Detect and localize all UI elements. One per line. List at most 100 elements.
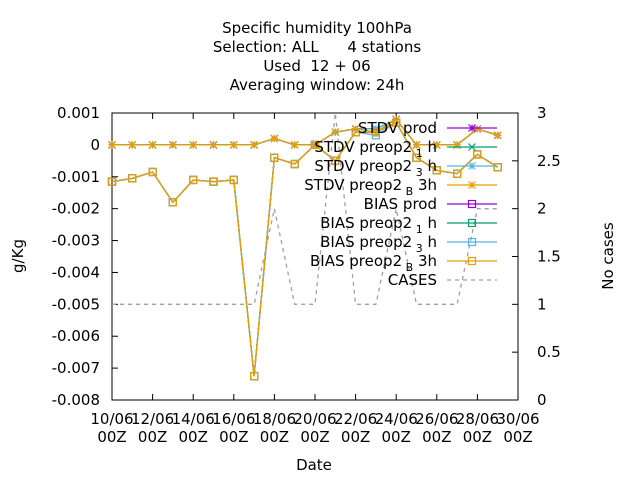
y-tick-label: 0: [90, 136, 100, 154]
legend-label: BIAS prod: [364, 195, 437, 213]
title-line-4: Averaging window: 24h: [230, 76, 405, 94]
y-tick-label: -0.003: [52, 232, 100, 250]
x-tick-label: 24/06 00Z: [375, 410, 418, 446]
legend-entry: STDV preop2 3 h: [314, 157, 497, 179]
x-tick-label: 18/06 00Z: [253, 410, 296, 446]
data-point: [270, 153, 279, 162]
y2-tick-label: 0: [537, 391, 547, 409]
data-point: [209, 177, 218, 186]
legend-entry: STDV preop2 B 3h: [304, 176, 497, 198]
series-line: [111, 121, 499, 377]
data-point: [209, 140, 218, 149]
data-point: [148, 140, 157, 149]
series-bias-preop2-1-h: [107, 118, 502, 381]
y2-tick-label: 1: [537, 295, 547, 313]
data-point: [468, 143, 476, 151]
y-tick-label: -0.004: [52, 263, 100, 281]
data-point: [189, 175, 198, 185]
legend-entry: BIAS preop2 3 h: [320, 233, 497, 255]
series-stdv-preop2-b-3h: [108, 115, 502, 149]
legend-label: STDV prod: [358, 119, 437, 137]
data-point: [229, 175, 238, 185]
legend-entry: BIAS preop2 1 h: [320, 214, 497, 236]
data-point: [290, 159, 299, 169]
data-point: [392, 118, 401, 127]
legend-label: BIAS preop2 3 h: [320, 233, 437, 255]
data-point: [351, 128, 360, 137]
data-point: [128, 140, 137, 149]
legend-entry: BIAS preop2 B 3h: [310, 252, 497, 274]
data-point: [250, 371, 259, 381]
data-point: [493, 163, 502, 172]
title-line-3: Used 12 + 06: [263, 57, 370, 75]
data-point: [331, 156, 340, 165]
data-point: [432, 140, 441, 149]
legend-label: BIAS preop2 B 3h: [310, 252, 437, 274]
title-line-2: Selection: ALL 4 stations: [213, 38, 421, 56]
series-bias-preop2-b-3h: [107, 118, 502, 381]
x-tick-label: 20/06 00Z: [293, 410, 336, 446]
x-tick-label: 28/06 00Z: [456, 410, 499, 446]
x-tick-label: 30/06 00Z: [496, 410, 539, 446]
data-point: [168, 198, 177, 207]
data-point: [493, 163, 502, 172]
x-tick-label: 26/06 00Z: [415, 410, 458, 446]
data-point: [493, 131, 502, 140]
data-point: [108, 140, 116, 149]
y-tick-label: -0.007: [52, 359, 100, 377]
legend-entry: CASES: [388, 271, 497, 289]
data-point: [453, 140, 462, 149]
data-point: [128, 174, 137, 183]
data-point: [467, 199, 477, 209]
y-tick-label: -0.006: [52, 327, 100, 345]
data-point: [432, 166, 441, 175]
data-point: [371, 128, 380, 137]
chart-title: Specific humidity 100hPa Selection: ALL …: [213, 19, 421, 94]
series-line: [111, 121, 499, 377]
data-point: [493, 163, 502, 172]
y-tick-label: -0.001: [52, 168, 100, 186]
data-point: [468, 124, 476, 132]
y2-tick-label: 0.5: [537, 343, 561, 361]
data-point: [412, 140, 421, 149]
y2-axis-label: No cases: [599, 222, 617, 290]
data-point: [468, 162, 476, 170]
series-bias-preop2-3-h: [107, 118, 502, 381]
y-tick-label: -0.002: [52, 200, 100, 218]
y2-tick-label: 2: [537, 200, 547, 218]
series-cases: [112, 112, 498, 305]
data-point: [189, 140, 198, 149]
x-tick-label: 22/06 00Z: [334, 410, 377, 446]
legend-label: STDV preop2 1 h: [314, 138, 437, 160]
y2-tick-label: 1.5: [537, 248, 561, 266]
data-point: [290, 140, 299, 149]
data-point: [310, 140, 320, 149]
legend-label: CASES: [388, 271, 437, 289]
data-point: [453, 169, 462, 178]
data-point: [250, 140, 259, 149]
x-axis-label: Date: [296, 456, 332, 474]
data-point: [467, 218, 477, 228]
data-point: [468, 181, 476, 189]
data-point: [473, 125, 482, 133]
title-line-1: Specific humidity 100hPa: [222, 19, 412, 37]
legend-label: STDV preop2 B 3h: [304, 176, 437, 198]
series-stdv-preop2-3-h: [108, 115, 502, 149]
data-point: [107, 177, 117, 186]
series-line: [111, 121, 499, 377]
data-point: [168, 140, 177, 149]
x-tick-label: 10/06 00Z: [90, 410, 133, 446]
data-point: [331, 128, 340, 137]
y-tick-label: 0.001: [57, 104, 100, 122]
series-line: [112, 112, 498, 305]
data-point: [467, 237, 477, 247]
data-point: [229, 140, 238, 149]
legend-entry: BIAS prod: [364, 195, 497, 213]
data-point: [270, 134, 279, 143]
legend-label: BIAS preop2 1 h: [320, 214, 437, 236]
series-stdv-preop2-1-h: [108, 115, 502, 149]
series-line: [111, 121, 499, 377]
y-axis-label: g/Kg: [9, 239, 27, 273]
